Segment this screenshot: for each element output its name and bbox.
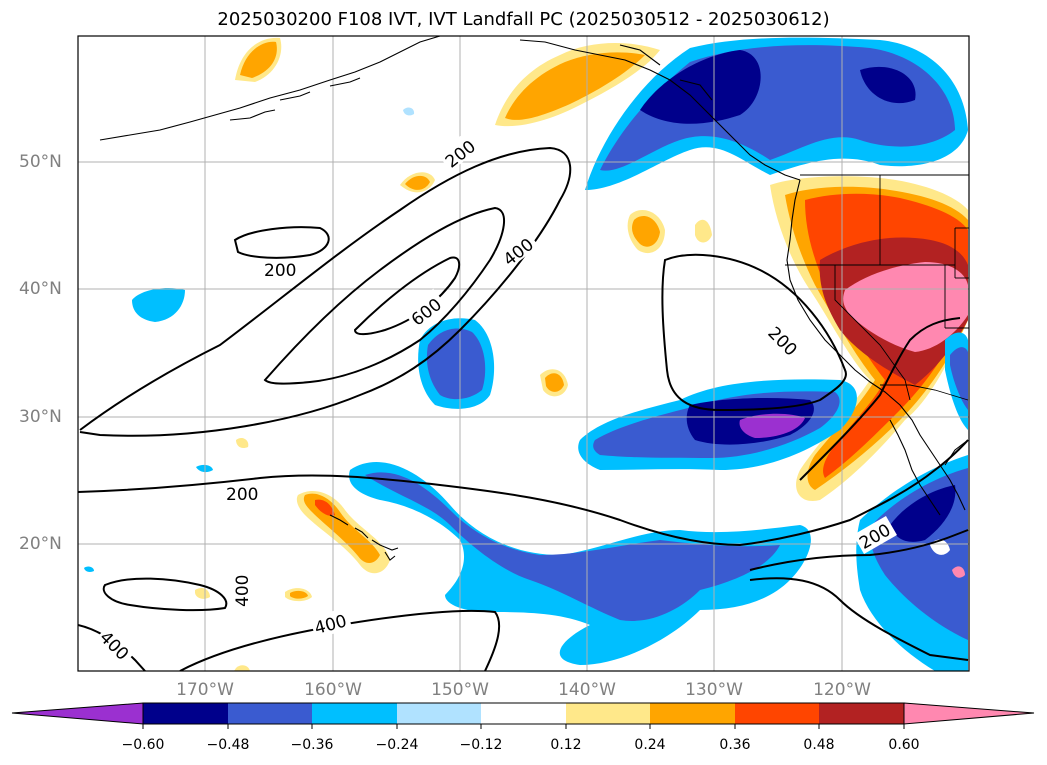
graticule bbox=[78, 36, 969, 671]
colorbar-tick-label: 0.48 bbox=[803, 737, 835, 753]
contour-200-mexico bbox=[749, 529, 969, 571]
contour-200-south bbox=[78, 439, 969, 547]
colorbar-tick-label: 0.36 bbox=[719, 737, 751, 753]
colorbar-tick-label: −0.24 bbox=[375, 737, 419, 753]
colorbar-tick-label: 0.12 bbox=[550, 737, 582, 753]
lon-label-160w: 160°W bbox=[304, 680, 362, 700]
colorbar-extend-high bbox=[903, 702, 1035, 725]
contour-label: 400 bbox=[233, 575, 253, 607]
lat-label-50n: 50°N bbox=[19, 152, 62, 172]
lon-label-140w: 140°W bbox=[558, 680, 616, 700]
contour-400-south-b bbox=[179, 609, 501, 671]
political-borders bbox=[785, 174, 969, 401]
lat-label-40n: 40°N bbox=[19, 279, 62, 299]
colorbar-tick-label: −0.48 bbox=[206, 737, 250, 753]
contour-400 bbox=[263, 206, 506, 385]
contour-label: 200 bbox=[264, 261, 296, 281]
contour-200-west bbox=[233, 226, 330, 259]
lon-label-170w: 170°W bbox=[176, 680, 234, 700]
lon-label-130w: 130°W bbox=[685, 680, 743, 700]
map-frame bbox=[77, 35, 970, 672]
contour-600 bbox=[353, 256, 461, 336]
lon-label-150w: 150°W bbox=[431, 680, 489, 700]
contour-400-south-a bbox=[102, 577, 228, 612]
contour-label: 200 bbox=[226, 485, 258, 505]
map-title: 2025030200 F108 IVT, IVT Landfall PC (20… bbox=[217, 9, 830, 30]
contour-200-east bbox=[661, 253, 847, 412]
negative-region-north-core bbox=[640, 50, 761, 124]
colorbar-tick-label: −0.36 bbox=[290, 737, 334, 753]
ivt-contours bbox=[78, 146, 969, 671]
lat-label-20n: 20°N bbox=[19, 534, 62, 554]
contour-labels: 200 400 600 200 200 200 400 400 400 200 bbox=[93, 130, 897, 668]
contour-200-main bbox=[79, 146, 572, 437]
colorbar bbox=[11, 702, 1035, 729]
lon-label-120w: 120°W bbox=[813, 680, 871, 700]
coastlines bbox=[99, 36, 969, 561]
contour-200-coast bbox=[799, 317, 961, 481]
colorbar-extend-low bbox=[11, 702, 144, 725]
colorbar-tick-label: 0.24 bbox=[634, 737, 666, 753]
lat-label-30n: 30°N bbox=[19, 407, 62, 427]
colorbar-tick-label: −0.60 bbox=[121, 737, 165, 753]
colorbar-tick-label: −0.12 bbox=[459, 737, 503, 753]
colorbar-tick-label: 0.60 bbox=[888, 737, 920, 753]
